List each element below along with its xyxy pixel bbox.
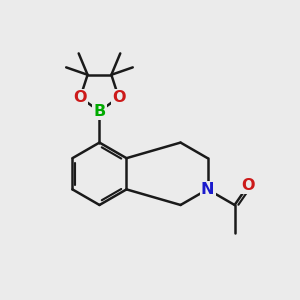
Text: N: N (201, 182, 214, 197)
Text: B: B (93, 104, 106, 119)
Text: O: O (74, 90, 87, 105)
Text: O: O (112, 90, 125, 105)
Text: O: O (241, 178, 255, 193)
